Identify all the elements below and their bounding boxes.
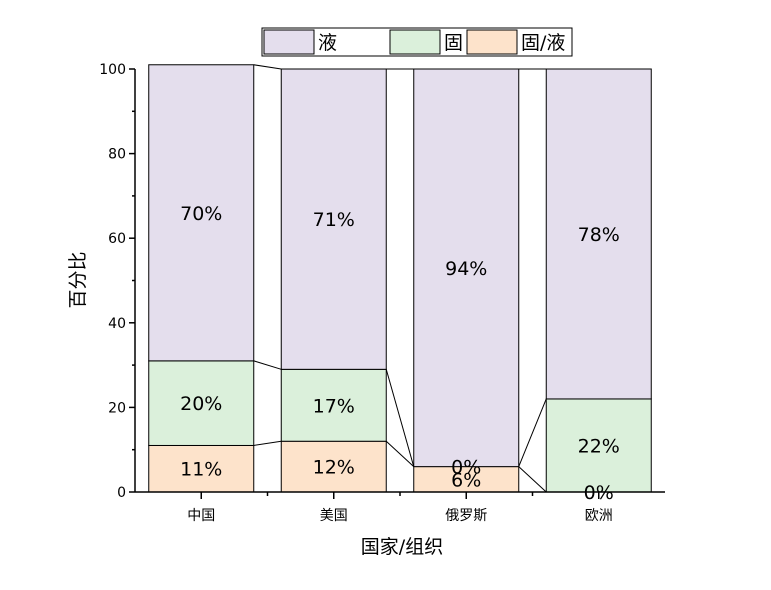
legend-label: 液: [318, 32, 337, 54]
legend-label: 固/液: [521, 32, 565, 54]
x-tick-label: 欧洲: [585, 508, 613, 524]
bars-layer: [148, 64, 652, 493]
bar-segment: [148, 360, 255, 446]
bar-segment: [280, 440, 387, 493]
legend: 液 固 固/液: [261, 27, 573, 57]
data-label: 11%: [180, 459, 222, 481]
data-labels: 11%20%70%12%17%71%6%0%94%0%22%78%: [180, 203, 620, 504]
bar-segment: [280, 368, 387, 442]
connector-line: [253, 64, 282, 70]
bar-segment: [280, 68, 387, 370]
data-label: 17%: [313, 395, 355, 417]
bar-segment: [545, 68, 652, 400]
connector-line: [518, 398, 547, 467]
x-tick-label: 俄罗斯: [445, 508, 487, 524]
y-tick-label: 100: [99, 62, 126, 78]
axes: 0 20 40 60 80 100 中国 美国 俄罗斯 欧洲: [99, 62, 665, 524]
bar-segment: [148, 444, 255, 493]
data-label: 6%: [451, 469, 481, 491]
y-tick-label: 0: [117, 485, 126, 501]
y-axis-title: 百分比: [67, 251, 89, 308]
bar-segment: [148, 64, 255, 362]
bar-segment: [413, 68, 520, 468]
data-label: 20%: [180, 393, 222, 415]
legend-swatch: [389, 29, 441, 55]
connector-line: [253, 440, 282, 446]
y-tick-label: 20: [108, 400, 126, 416]
connector-line: [385, 440, 415, 467]
y-tick-label: 60: [108, 231, 126, 247]
data-label: 70%: [180, 203, 222, 225]
legend-swatch: [263, 29, 315, 55]
legend-label: 固: [444, 32, 463, 54]
x-axis-title: 国家/组织: [361, 536, 443, 558]
data-label: 12%: [313, 457, 355, 479]
connector-line: [518, 466, 547, 493]
connector-line: [253, 360, 282, 370]
y-tick-label: 80: [108, 147, 126, 163]
data-label: 71%: [313, 209, 355, 231]
data-label: 0%: [451, 457, 481, 479]
legend-swatch: [466, 29, 518, 55]
data-label: 94%: [445, 258, 487, 280]
y-tick-label: 40: [108, 316, 126, 332]
connector-lines: [253, 64, 547, 493]
x-tick-label: 美国: [320, 508, 348, 524]
x-tick-label: 中国: [187, 508, 215, 524]
data-label: 78%: [578, 224, 620, 246]
connector-line: [385, 369, 415, 467]
data-label: 22%: [578, 435, 620, 457]
